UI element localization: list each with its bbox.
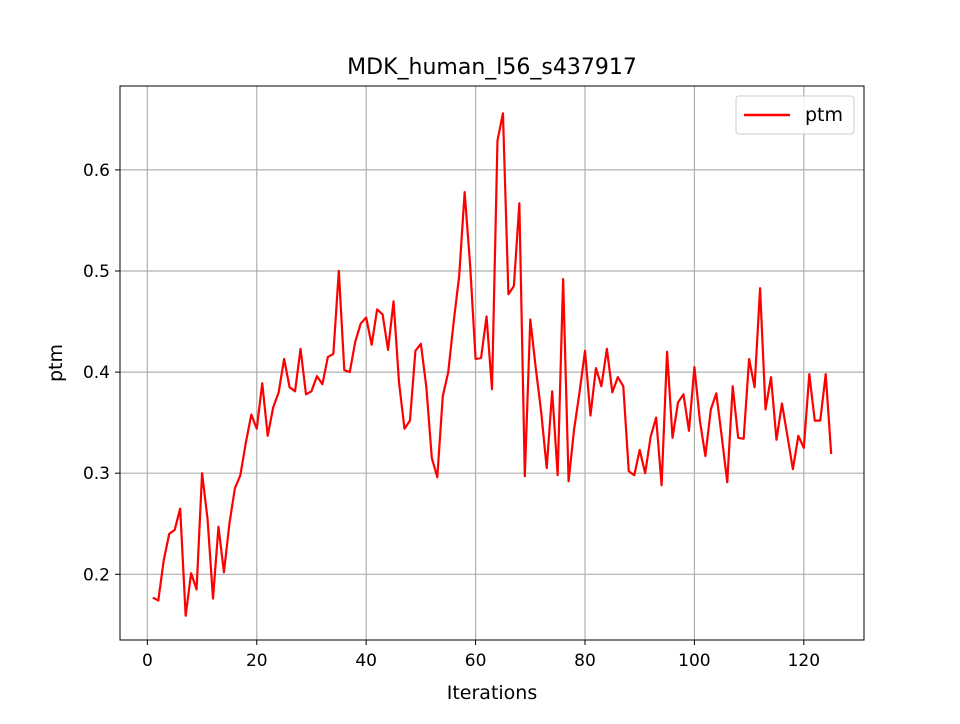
x-tick-label: 120 <box>788 651 820 671</box>
x-tick-label: 60 <box>465 651 487 671</box>
series-line-ptm <box>152 112 833 617</box>
x-tick-label: 20 <box>246 651 268 671</box>
x-tick-label: 80 <box>574 651 596 671</box>
legend-frame <box>735 95 855 135</box>
plot-frame <box>119 85 865 641</box>
y-tick-label: 0.6 <box>83 161 110 181</box>
legend: ptm <box>735 95 855 135</box>
x-tick-label: 0 <box>142 651 153 671</box>
x-tick-label: 100 <box>678 651 710 671</box>
y-tick-label: 0.3 <box>83 464 110 484</box>
series-layer <box>152 112 833 617</box>
x-axis-label: Iterations <box>447 682 538 704</box>
chart-title: MDK_human_l56_s437917 <box>347 55 637 80</box>
y-tick-label: 0.4 <box>83 363 110 383</box>
y-tick-label: 0.5 <box>83 262 110 282</box>
x-tick-label: 40 <box>355 651 377 671</box>
y-axis-label: ptm <box>45 344 67 382</box>
y-tick-label: 0.2 <box>83 565 110 585</box>
legend-label-ptm: ptm <box>805 104 843 126</box>
ticks: 0 20 40 60 80 100 120 0.2 0.3 0.4 0.5 0.6 <box>83 161 820 671</box>
